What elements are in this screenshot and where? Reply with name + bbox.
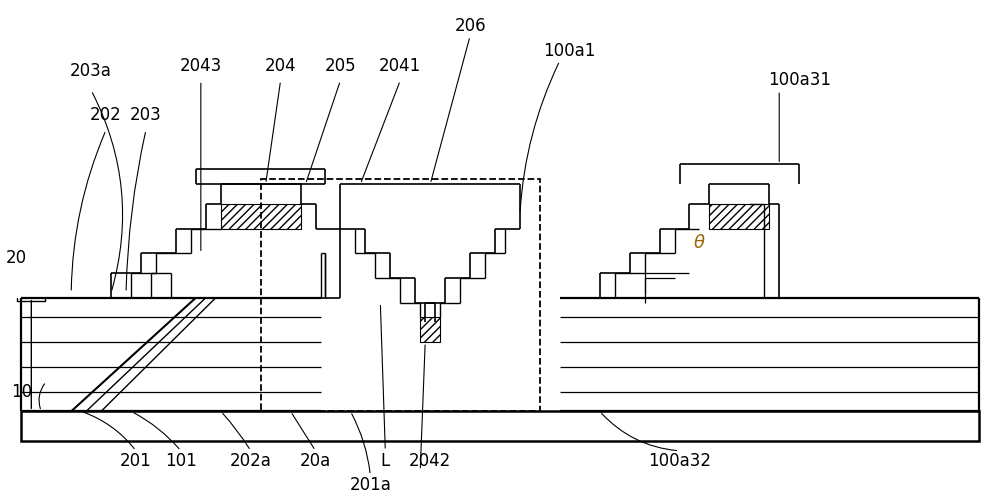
Text: 20: 20 [6, 249, 27, 267]
Text: 10: 10 [11, 382, 32, 400]
Bar [221, 204, 301, 229]
Text: L: L [381, 452, 390, 470]
Text: 205: 205 [325, 57, 356, 75]
Text: 101: 101 [165, 452, 197, 470]
Text: 2042: 2042 [409, 452, 451, 470]
Text: 2043: 2043 [180, 57, 222, 75]
Text: 201a: 201a [349, 477, 391, 495]
Text: 206: 206 [454, 17, 486, 35]
Text: 203: 203 [130, 106, 162, 124]
Text: 20a: 20a [300, 452, 331, 470]
Text: $\theta$: $\theta$ [693, 235, 706, 252]
Text: 204: 204 [265, 57, 296, 75]
Text: 2041: 2041 [379, 57, 421, 75]
Text: 100a31: 100a31 [768, 71, 831, 90]
Text: 202: 202 [90, 106, 122, 124]
Bar [420, 318, 440, 342]
Text: 201: 201 [120, 452, 152, 470]
Bar [261, 179, 540, 411]
Text: 202a: 202a [230, 452, 272, 470]
Bar [21, 411, 979, 441]
Bar [709, 204, 769, 229]
Text: 203a: 203a [70, 62, 112, 80]
Text: 100a32: 100a32 [648, 452, 711, 470]
Text: 100a1: 100a1 [544, 42, 596, 60]
